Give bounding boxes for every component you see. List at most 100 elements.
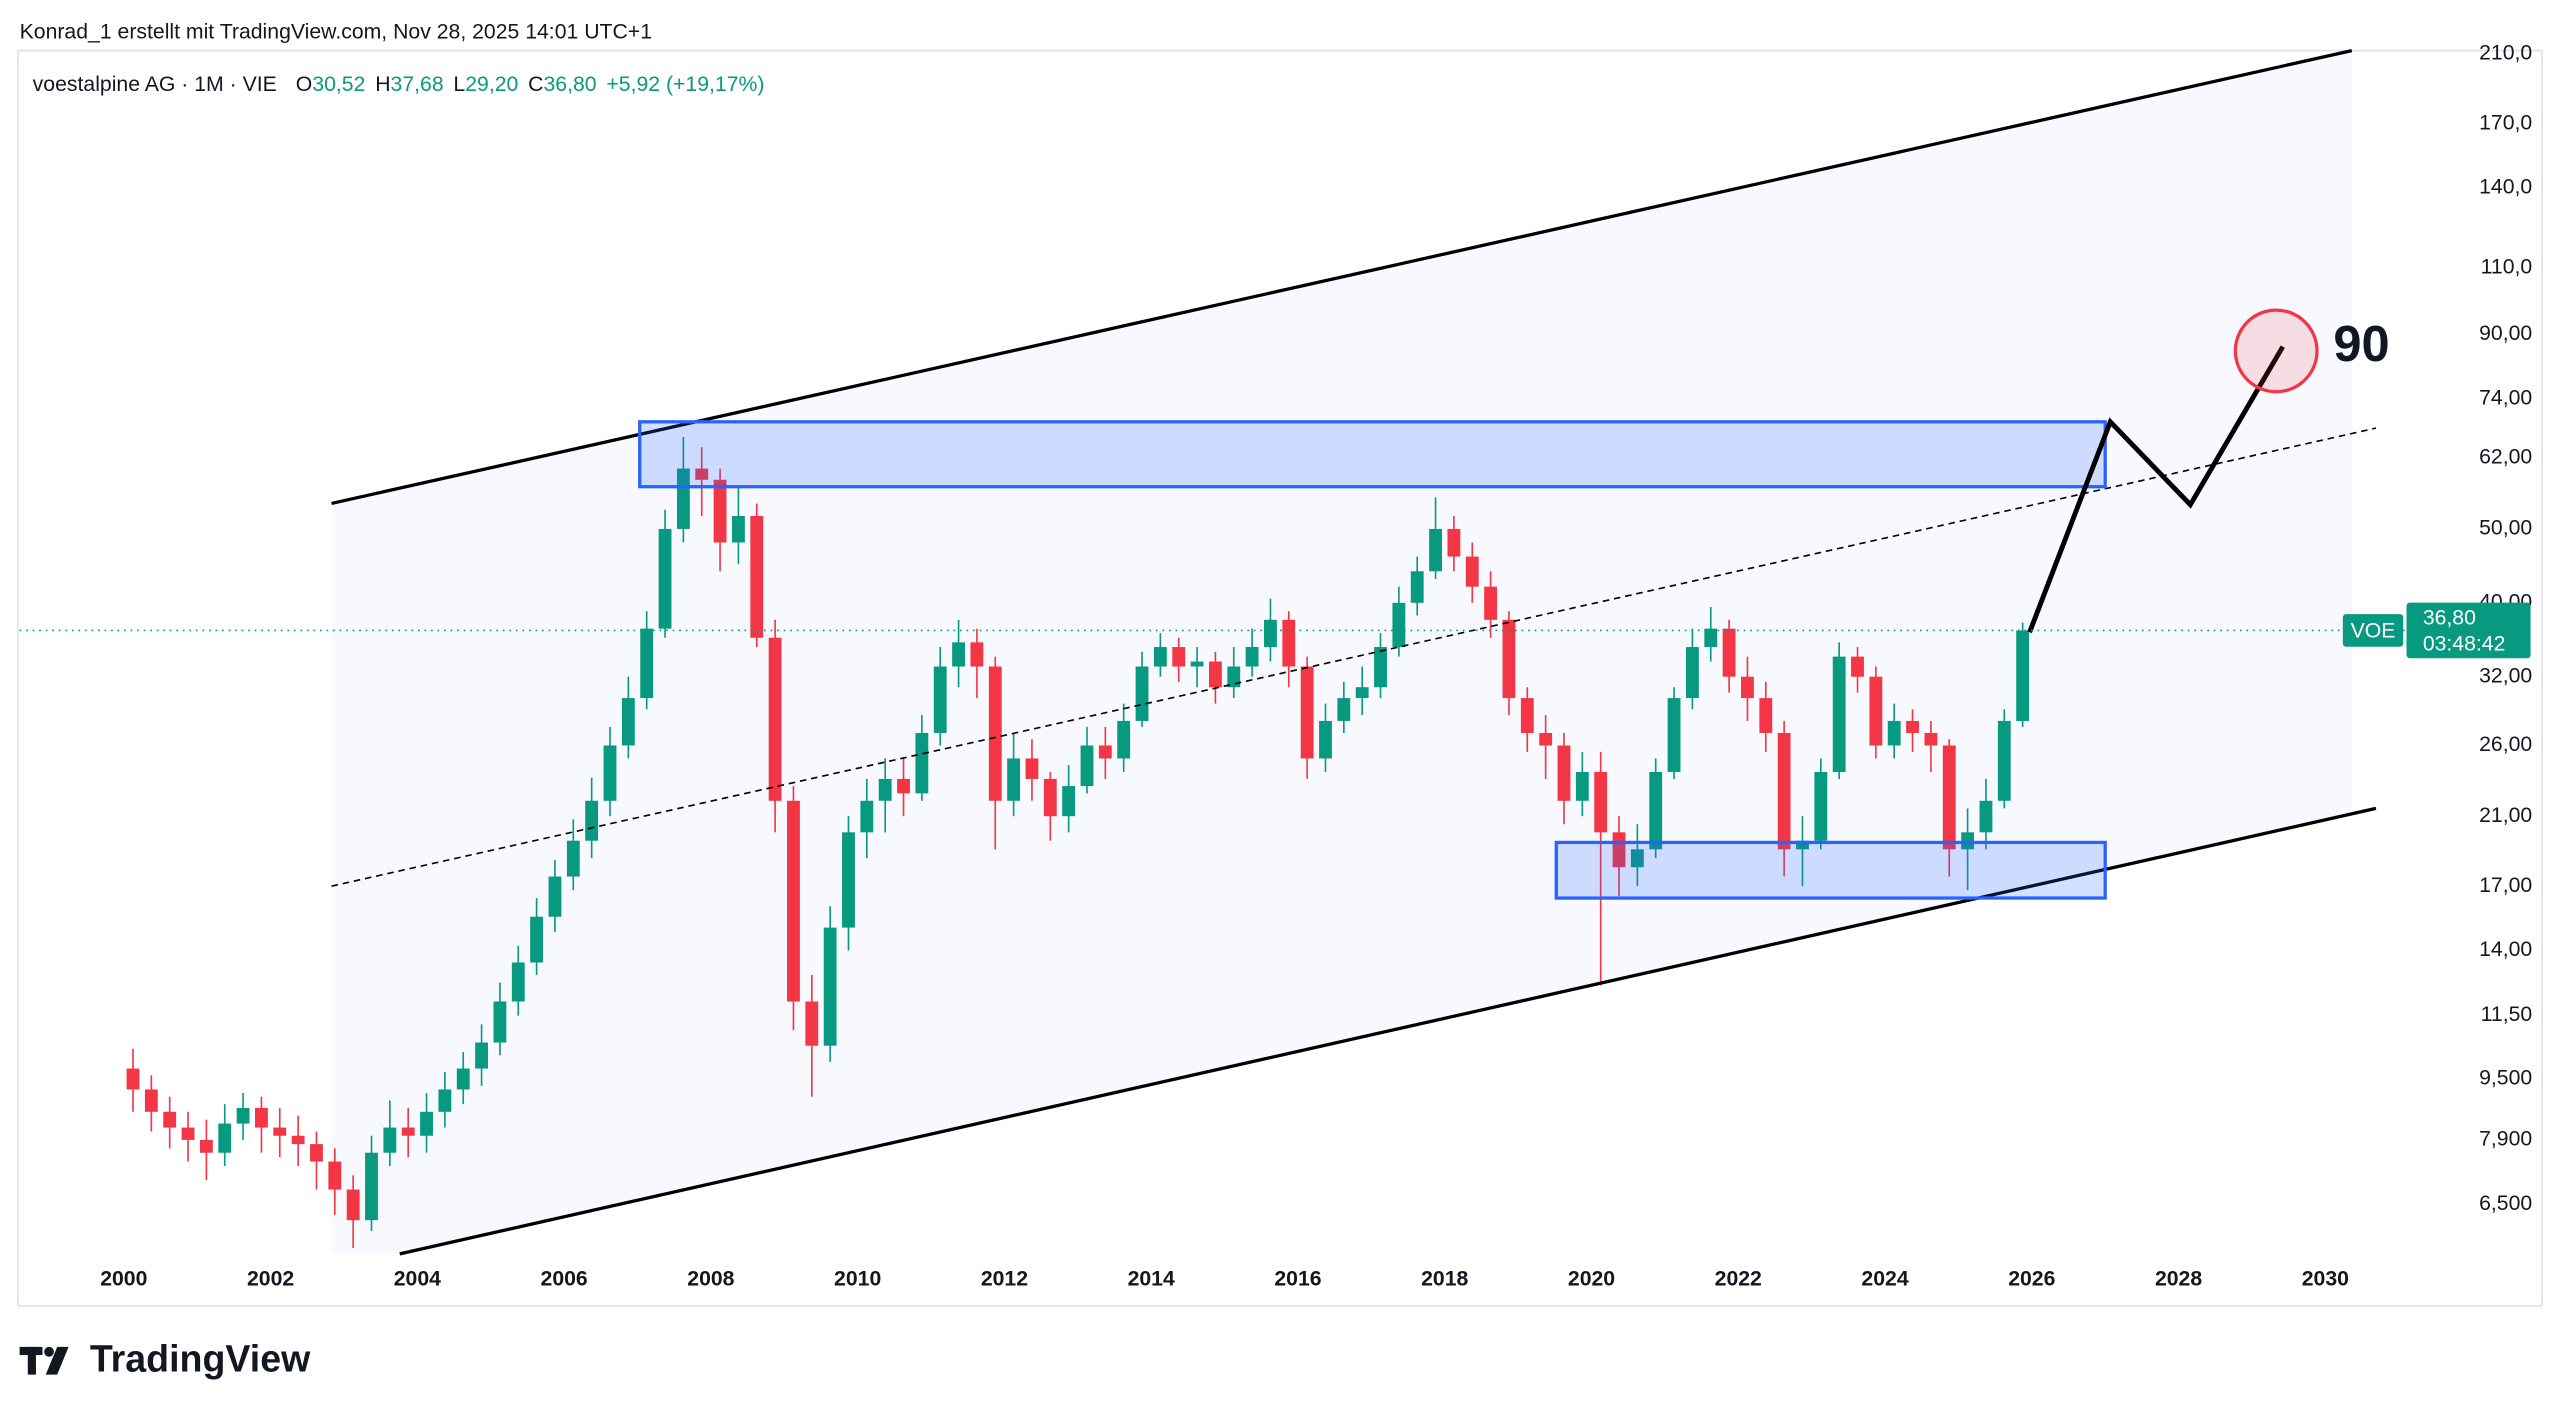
candle-body [621,698,635,746]
candle-body [126,1068,140,1090]
x-tick-label: 2006 [541,1268,588,1291]
candle-body [1319,720,1332,759]
x-tick-label: 2002 [247,1268,294,1291]
x-tick-label: 2020 [1568,1268,1615,1291]
x-tick-label: 2004 [394,1268,441,1291]
candle-body [1135,666,1149,721]
candle-body [713,479,727,543]
y-tick-label: 32,00 [2479,664,2532,687]
y-tick-label: 62,00 [2479,445,2532,468]
drawing-layer: 90 [19,49,2407,1256]
legend-value: 29,20 [465,73,518,96]
candle-body [1153,647,1167,667]
candle-body [1098,745,1112,759]
logo-stem [27,1346,36,1375]
candle-body [456,1068,470,1090]
legend-value: 36,80 [543,73,596,96]
candle-body [401,1127,415,1136]
logo-slant [45,1346,69,1375]
candle-body [1025,758,1039,779]
candle-body [1851,656,1864,677]
candle-body [511,962,525,1002]
x-tick-label: 2012 [981,1268,1028,1291]
candle-body [291,1135,305,1145]
symbol-label: VOE [2351,620,2396,643]
candle-body [860,800,874,833]
candle-body [915,732,929,794]
candle-body [1300,666,1314,759]
target-label: 90 [2333,315,2389,372]
candle-body [218,1123,232,1153]
axis-layer: 6,500 7,900 9,500 11,50 14,00 17,00 21,00 26,00… [100,41,2532,1290]
candle-body [1557,745,1571,801]
candle-body [1007,758,1021,801]
candle-body [1337,698,1351,721]
candle-body [658,528,672,629]
candle-body [1264,619,1277,648]
candle-body [1429,528,1442,572]
candle-body [787,800,800,1002]
countdown-label: 03:48:42 [2423,633,2506,656]
zone-lower [1554,840,2107,900]
y-tick-label: 140,0 [2479,176,2532,199]
candle-body [1539,732,1553,746]
candle-body [1759,698,1773,733]
candle-body [420,1111,433,1136]
symbol-box [2342,614,2404,647]
candle-body [1502,619,1516,699]
candle-body [676,468,690,529]
candle-body [255,1107,268,1128]
candle-body [493,1001,507,1043]
y-tick-label: 90,00 [2479,322,2532,345]
candle-body [1465,556,1479,587]
legend-title: voestalpine AG · 1M · VIE [33,73,277,96]
y-tick-label: 50,00 [2479,517,2532,540]
legend-key: L [453,73,465,96]
candle-body [603,745,617,801]
candle-body [970,642,984,667]
candle-layer [126,437,2030,1248]
candle-body [1080,745,1094,787]
y-tick-label: 6,500 [2479,1192,2532,1215]
legend-value: 30,52 [312,73,365,96]
logo-dot [44,1346,54,1357]
y-tick-label: 9,500 [2479,1066,2532,1089]
candle-body [731,515,745,543]
candle-body [1997,720,2011,801]
candle-body [530,916,544,963]
x-tick-label: 2016 [1274,1268,1321,1291]
x-tick-label: 2018 [1421,1268,1468,1291]
x-tick-label: 2010 [834,1268,881,1291]
legend-change: +5,92 (+19,17%) [606,73,764,96]
y-tick-label: 210,0 [2479,41,2532,64]
candle-body [1777,732,1791,850]
candle-body [346,1189,360,1221]
price-label: 36,80 [2423,607,2476,630]
x-tick-label: 2000 [100,1268,147,1291]
candle-body [640,628,654,699]
x-tick-label: 2028 [2155,1268,2202,1291]
y-tick-label: 21,00 [2479,804,2532,827]
candle-body [823,927,837,1046]
target-circle [2233,308,2319,394]
candle-body [566,840,580,877]
y-tick-label: 17,00 [2479,874,2532,897]
candle-body [1190,661,1204,667]
x-tick-label: 2024 [1861,1268,1908,1291]
candle-body [1282,619,1296,667]
candle-body [181,1127,195,1140]
candle-body [310,1144,323,1162]
candle-body [1043,778,1057,817]
candle-body [768,637,782,801]
candle-body [1722,628,1736,677]
candle-body [1814,771,1828,841]
candle-body [1392,602,1406,648]
candle-body [1227,666,1241,688]
candle-body [1979,800,1993,833]
x-tick-label: 2026 [2008,1268,2055,1291]
candle-body [1906,720,1919,733]
candle-body [1924,732,1938,746]
candle-body [1374,647,1387,688]
